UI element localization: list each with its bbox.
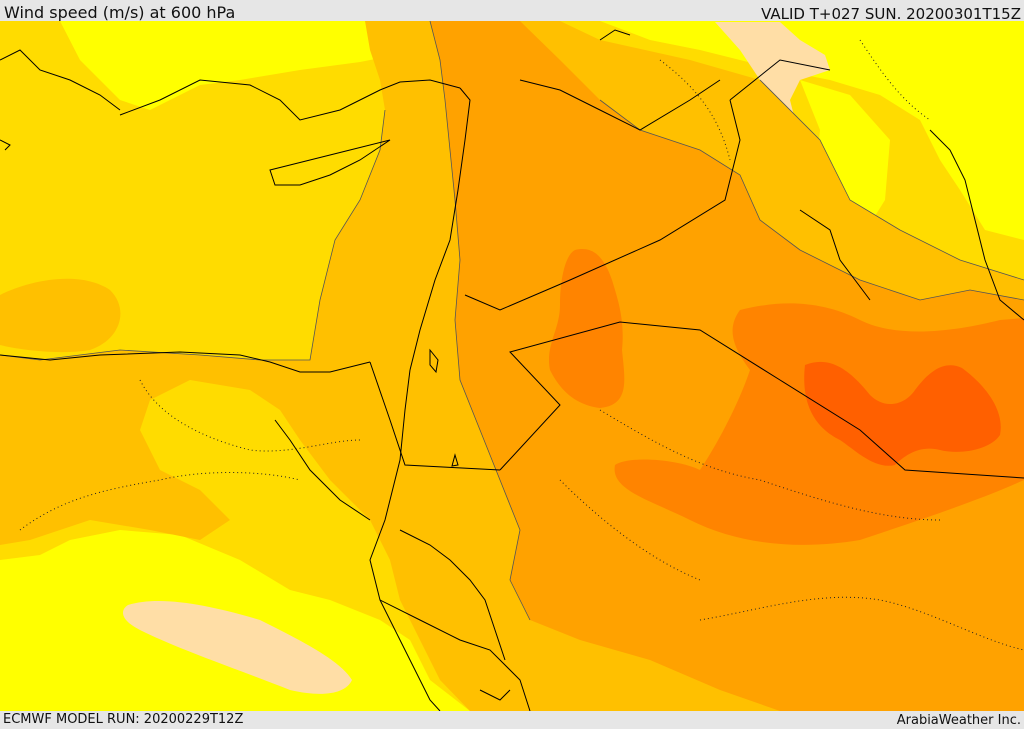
credit: ArabiaWeather Inc. bbox=[896, 713, 1021, 728]
boundaries bbox=[0, 29, 1024, 711]
field-yellow-ne bbox=[600, 21, 1024, 240]
field-amber-west-blob bbox=[0, 278, 121, 353]
field-orange bbox=[430, 21, 1024, 711]
field-dark-orange-west bbox=[548, 249, 625, 408]
header-bar bbox=[0, 0, 1024, 22]
valid-time: VALID T+027 SUN. 20200301T15Z bbox=[761, 5, 1021, 23]
footer-bar bbox=[0, 711, 1024, 729]
field-light-sw bbox=[123, 600, 352, 694]
field-red-orange bbox=[804, 361, 1001, 466]
dotted-lines bbox=[19, 39, 1024, 651]
map-title: Wind speed (m/s) at 600 hPa bbox=[4, 3, 236, 22]
model-run: ECMWF MODEL RUN: 20200229T12Z bbox=[3, 712, 244, 727]
wind-speed-map bbox=[0, 21, 1024, 711]
field-yellow-nw bbox=[0, 21, 395, 110]
contour-lines bbox=[0, 21, 1024, 621]
